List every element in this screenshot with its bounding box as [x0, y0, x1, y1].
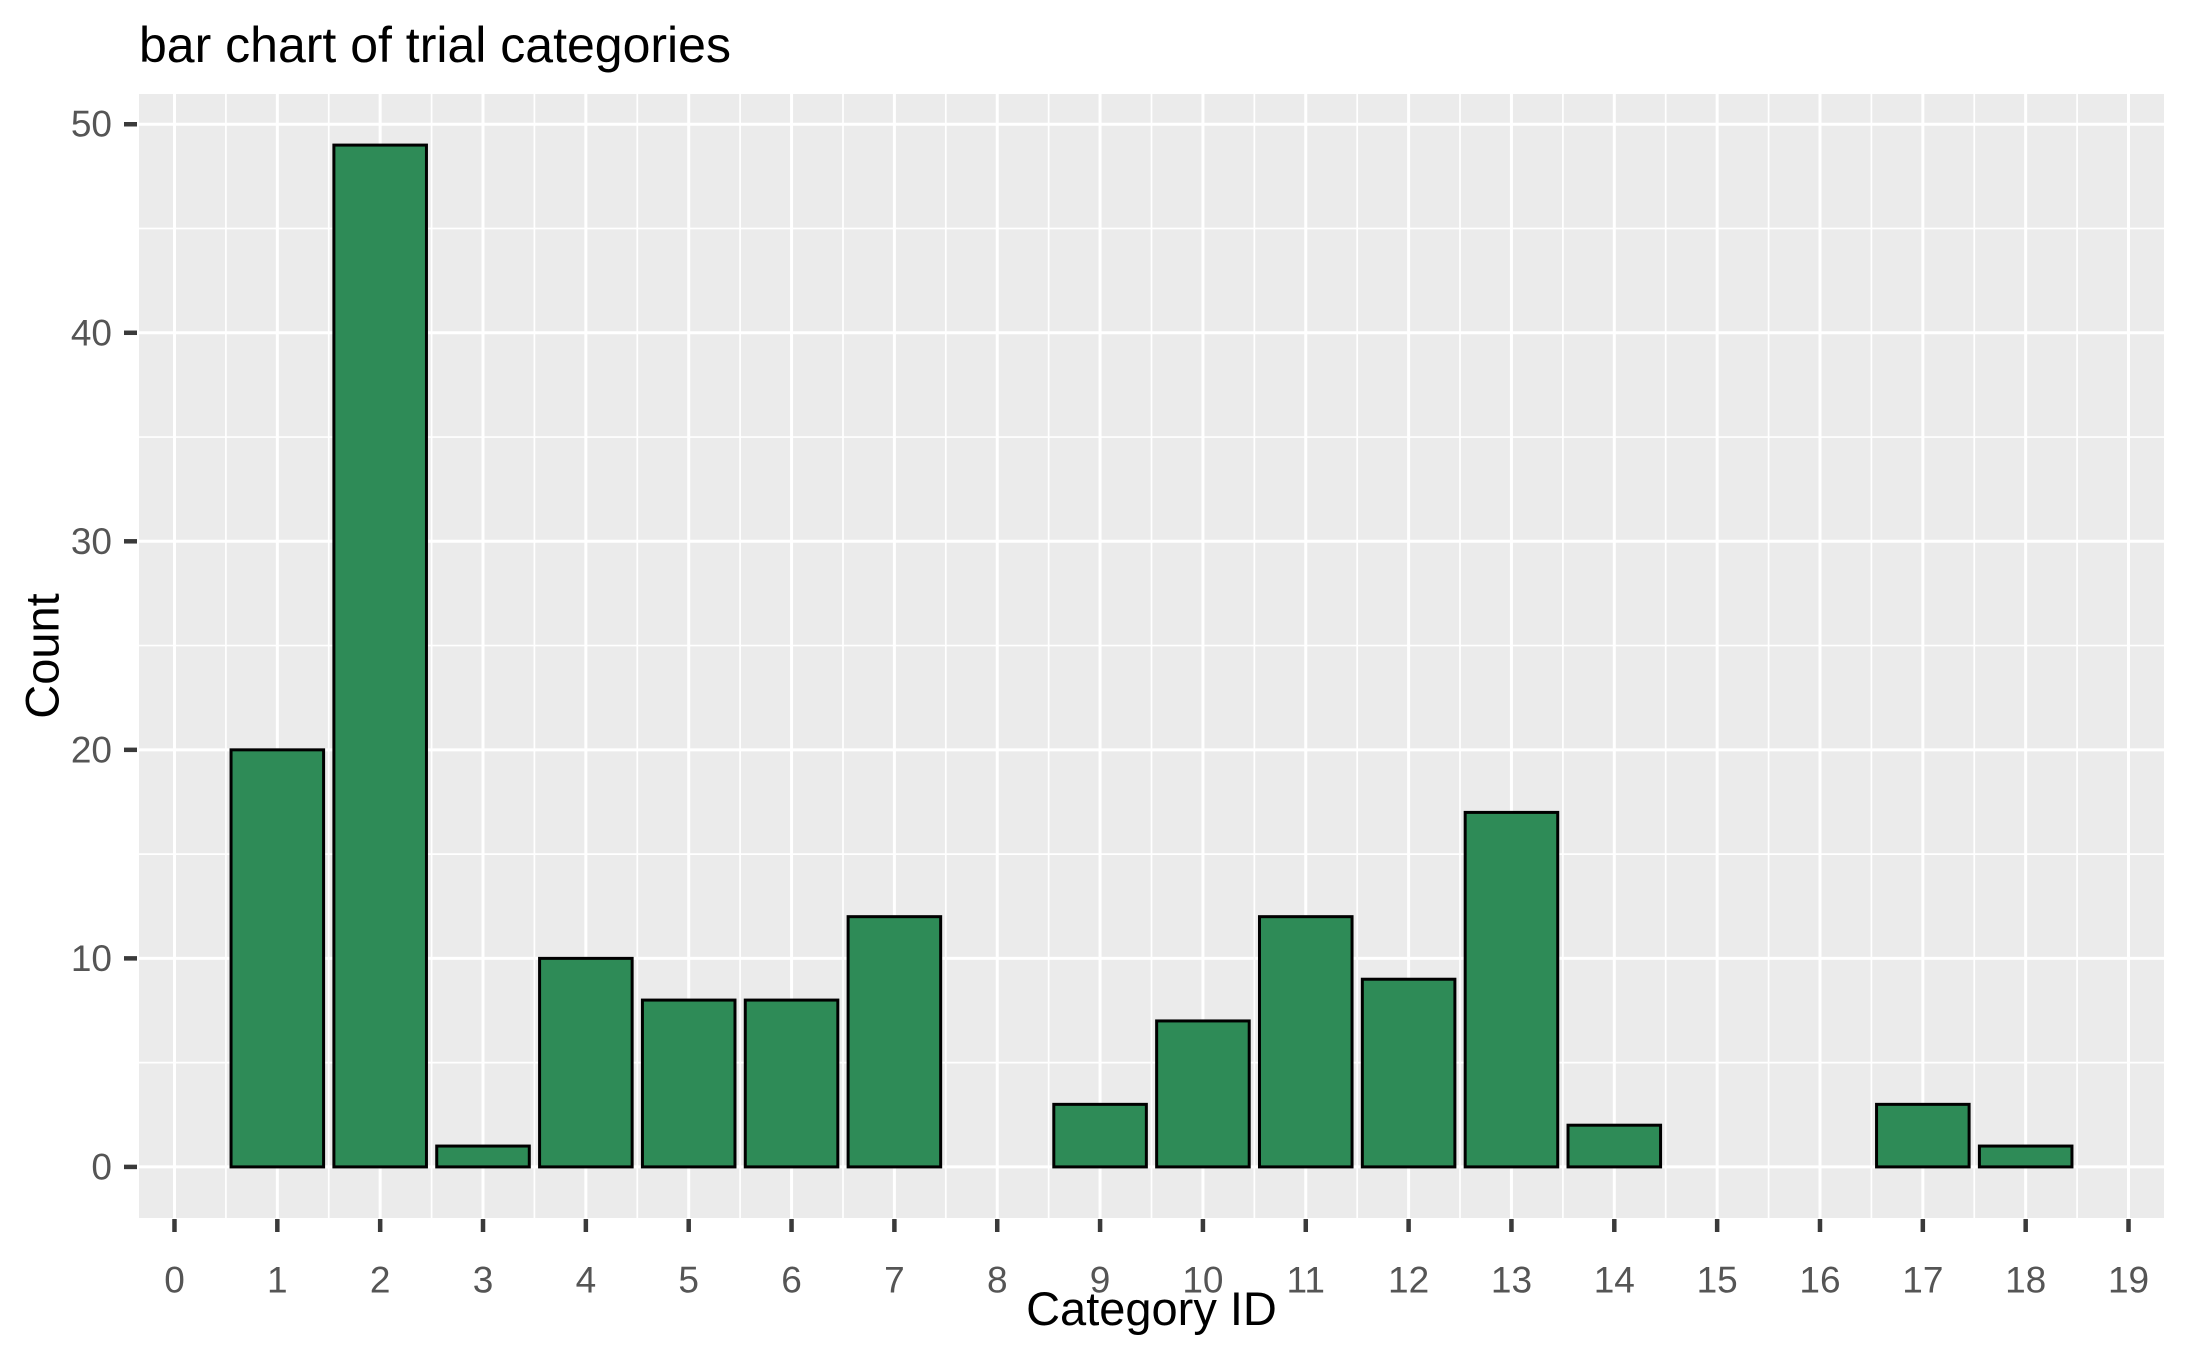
bar [640, 998, 737, 1169]
y-tick-label: 0 [91, 1146, 112, 1187]
bar [743, 998, 840, 1169]
x-tick-label: 14 [1594, 1259, 1635, 1300]
x-tick-label: 3 [473, 1259, 494, 1300]
chart-title: bar chart of trial categories [139, 17, 731, 73]
x-tick-label: 5 [678, 1259, 699, 1300]
y-axis-label: Count [15, 593, 69, 719]
x-tick-label: 4 [576, 1259, 597, 1300]
x-tick-label: 7 [884, 1259, 905, 1300]
bar [1155, 1019, 1251, 1169]
y-tick-label: 40 [71, 312, 112, 353]
x-tick-label: 12 [1388, 1259, 1429, 1300]
bar [538, 956, 634, 1169]
bar [1875, 1102, 1971, 1169]
x-tick-label: 15 [1697, 1259, 1738, 1300]
x-tick-label: 10 [1182, 1259, 1223, 1300]
x-axis-label: Category ID [1026, 1282, 1277, 1335]
bar [332, 143, 428, 1169]
bar [1052, 1102, 1148, 1169]
bar [1463, 810, 1560, 1169]
x-tick-label: 16 [1799, 1259, 1840, 1300]
y-tick-label: 20 [71, 729, 112, 770]
bar [846, 915, 943, 1169]
x-tick-label: 2 [370, 1259, 391, 1300]
x-tick-label: 17 [1902, 1259, 1943, 1300]
bar [1257, 915, 1354, 1169]
y-tick-label: 10 [71, 938, 112, 979]
x-tick-label: 13 [1491, 1259, 1532, 1300]
bar [229, 748, 326, 1169]
bar [435, 1144, 531, 1169]
y-tick-label: 30 [71, 521, 112, 562]
x-tick-label: 18 [2005, 1259, 2046, 1300]
bar [1360, 977, 1457, 1169]
x-tick-label: 6 [781, 1259, 802, 1300]
bar [1977, 1144, 2074, 1169]
x-tick-label: 19 [2108, 1259, 2149, 1300]
y-tick-label: 50 [71, 104, 112, 145]
x-tick-label: 11 [1287, 1259, 1325, 1300]
x-tick-label: 0 [164, 1259, 185, 1300]
x-tick-label: 8 [987, 1259, 1008, 1300]
x-tick-label: 9 [1090, 1259, 1111, 1300]
x-tick-label: 1 [267, 1259, 288, 1300]
bar [1566, 1123, 1663, 1169]
